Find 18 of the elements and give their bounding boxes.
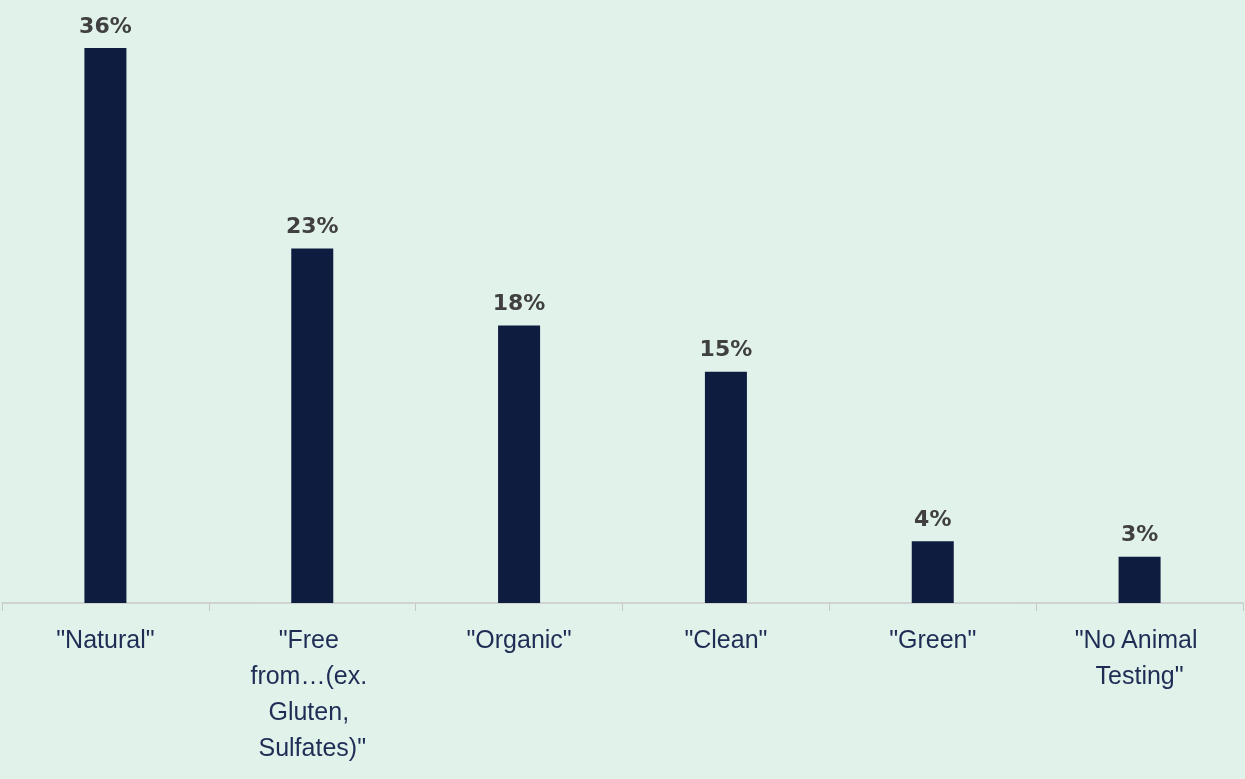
x-tick-label: "Clean" [684, 625, 768, 653]
data-label: 36% [79, 12, 132, 38]
bar [291, 248, 334, 603]
data-label: 23% [285, 212, 339, 238]
x-tick-label: "Organic" [466, 625, 572, 653]
x-tick-label: "No Animal Testing" [1074, 625, 1205, 689]
bar [84, 48, 127, 603]
data-label: 18% [492, 290, 546, 315]
data-label: 15% [699, 336, 753, 362]
bar [704, 371, 747, 603]
bar [1118, 556, 1161, 603]
x-tick-label: "Green" [889, 625, 977, 653]
x-tick-label: "Free from…(ex. Gluten, Sulfates)" [250, 625, 375, 761]
data-label: 3% [1120, 521, 1159, 547]
bar [498, 325, 541, 603]
bar [911, 541, 954, 603]
x-tick-label: "Natural" [56, 625, 155, 653]
data-label: 4% [914, 505, 952, 531]
